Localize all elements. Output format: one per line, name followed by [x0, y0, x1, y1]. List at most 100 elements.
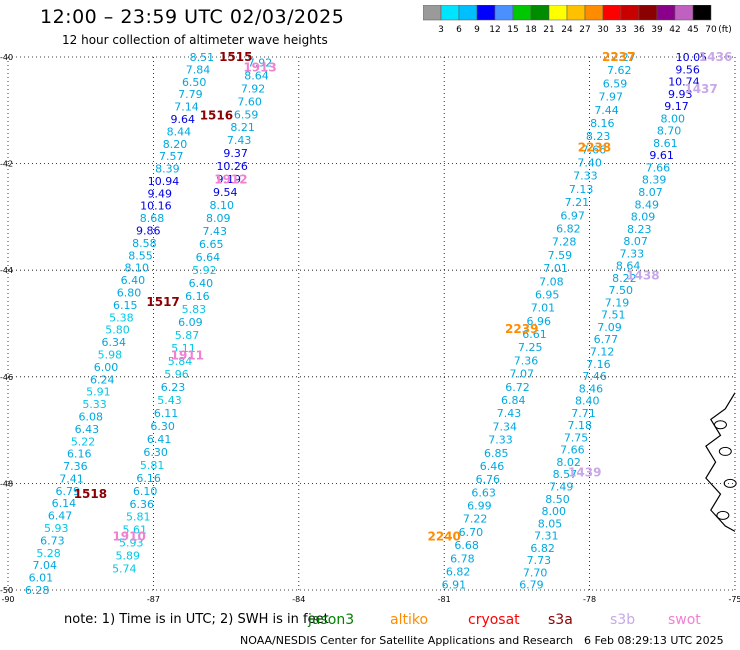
wave-height-value: 6.80	[117, 287, 142, 300]
lon-tick-label: -90	[1, 595, 14, 604]
wave-height-value: 7.79	[178, 88, 203, 101]
wave-height-value: 6.73	[40, 534, 65, 547]
lat-tick-label: -40	[0, 53, 13, 62]
wave-height-value: 7.07	[509, 368, 534, 381]
wave-height-value: 8.23	[586, 130, 611, 143]
wave-height-value: 6.82	[530, 542, 555, 555]
wave-height-value: 6.95	[535, 288, 560, 301]
wave-height-value: 6.70	[459, 526, 484, 539]
credit-line: NOAA/NESDIS Center for Satellite Applica…	[240, 634, 574, 647]
pass-time-label: 2237	[602, 50, 635, 64]
pass-time-label: 1515	[219, 50, 252, 64]
coastline	[705, 392, 736, 532]
pass-time-label: 1910	[112, 530, 145, 544]
wave-height-value: 9.17	[664, 100, 689, 113]
wave-height-value: 7.22	[463, 513, 488, 526]
wave-height-value: 7.04	[32, 559, 57, 572]
wave-height-value: 5.28	[36, 547, 61, 560]
wave-height-value: 6.01	[29, 572, 54, 585]
wave-height-value: 8.58	[132, 237, 157, 250]
wave-height-value: 6.40	[121, 274, 146, 287]
wave-height-value: 6.16	[185, 290, 210, 303]
wave-height-value: 6.99	[467, 500, 492, 513]
scale-label: 45	[687, 25, 698, 35]
wave-height-value: 8.61	[653, 137, 678, 150]
wave-height-value: 5.11	[171, 342, 196, 355]
wave-height-value: 7.01	[531, 302, 556, 315]
pass-time-label: 1437	[684, 82, 717, 96]
wave-height-value: 6.24	[90, 373, 115, 386]
wave-height-value: 5.96	[164, 368, 189, 381]
wave-height-value: 8.64	[616, 260, 641, 273]
wave-height-value: 5.80	[105, 324, 130, 337]
footer-note: note: 1) Time is in UTC; 2) SWH is in fe…	[64, 612, 329, 627]
pass-time-label: 1516	[200, 109, 233, 123]
pass-time-label: 1438	[626, 269, 659, 283]
sat-label-jason3: jason3	[308, 612, 355, 628]
wave-height-value: 10.74	[668, 76, 700, 89]
pass-time-label: 1517	[146, 295, 179, 309]
wave-height-value: 5.43	[157, 394, 182, 407]
wave-height-value: 8.09	[206, 212, 231, 225]
sat-label-altiko: altiko	[390, 612, 429, 628]
page-title: 12:00 – 23:59 UTC 02/03/2025	[40, 6, 345, 28]
scale-label: (ft)	[718, 25, 732, 35]
wave-height-value: 7.43	[203, 225, 228, 238]
wave-height-value: 7.43	[497, 407, 522, 420]
wave-height-value: 7.12	[590, 346, 615, 359]
wave-height-value: 9.37	[223, 147, 248, 160]
wave-height-value: 8.64	[244, 69, 269, 82]
wave-height-value: 6.82	[446, 565, 471, 578]
wave-height-value: 7.57	[159, 150, 184, 163]
wave-height-value: 7.34	[493, 420, 518, 433]
scale-label: 70	[705, 25, 717, 35]
wave-height-value: 6.68	[454, 539, 479, 552]
lon-tick-label: -87	[147, 595, 160, 604]
wave-height-value: 7.27	[611, 51, 636, 64]
wave-height-value: 6.63	[471, 486, 496, 499]
wave-height-value: 10.26	[216, 160, 248, 173]
wave-height-value: 8.00	[542, 505, 567, 518]
wave-height-value: 9.61	[649, 149, 674, 162]
wave-height-value: 6.84	[501, 394, 526, 407]
wave-height-value: 8.46	[579, 382, 604, 395]
pass-time-label: 2240	[427, 530, 460, 544]
wave-height-value: 6.79	[55, 485, 80, 498]
scale-label: 21	[543, 25, 554, 35]
wave-height-value: 8.23	[627, 223, 652, 236]
wave-height-value: 7.46	[582, 370, 607, 383]
wave-height-value: 6.82	[556, 222, 581, 235]
wave-height-value: 7.43	[227, 134, 252, 147]
wave-height-value: 7.73	[527, 554, 552, 567]
timestamp: 6 Feb 08:29:13 UTC 2025	[584, 634, 724, 647]
wave-height-value: 7.36	[63, 460, 88, 473]
wave-height-value: 6.40	[189, 277, 214, 290]
wave-height-value: 5.84	[168, 355, 193, 368]
wave-height-value: 6.61	[522, 328, 547, 341]
wave-height-value: 5.81	[126, 511, 151, 524]
scale-label: 27	[579, 25, 590, 35]
wave-height-value: 6.36	[129, 498, 154, 511]
wave-height-value: 6.79	[519, 579, 544, 592]
wave-height-value: 6.91	[442, 579, 467, 592]
color-scale: 3 6 9 12 15 18 21 24 27 30 33 36 39 42 45 70 (ft)	[423, 5, 732, 35]
wave-height-value: 5.74	[112, 563, 137, 576]
wave-height-value: 7.84	[186, 63, 211, 76]
wave-height-value: 8.21	[230, 121, 255, 134]
lat-tick-label: -48	[0, 479, 13, 488]
wave-height-value: 6.78	[450, 552, 475, 565]
pass-time-label: 1912	[214, 173, 247, 187]
wave-height-value: 5.91	[86, 386, 111, 399]
wave-height-value: 6.59	[603, 77, 628, 90]
wave-height-value: 7.09	[597, 321, 622, 334]
pass-time-label: 2238	[578, 141, 611, 155]
wave-height-value: 6.08	[78, 410, 103, 423]
wave-height-value: 7.25	[518, 341, 543, 354]
scale-label: 42	[669, 25, 680, 35]
lon-tick-label: -81	[438, 595, 451, 604]
island	[713, 420, 727, 430]
wave-height-value: 6.47	[48, 510, 73, 523]
wave-height-value: 8.39	[642, 174, 667, 187]
lat-tick-label: -46	[0, 373, 13, 382]
wave-height-value: 7.33	[573, 170, 598, 183]
